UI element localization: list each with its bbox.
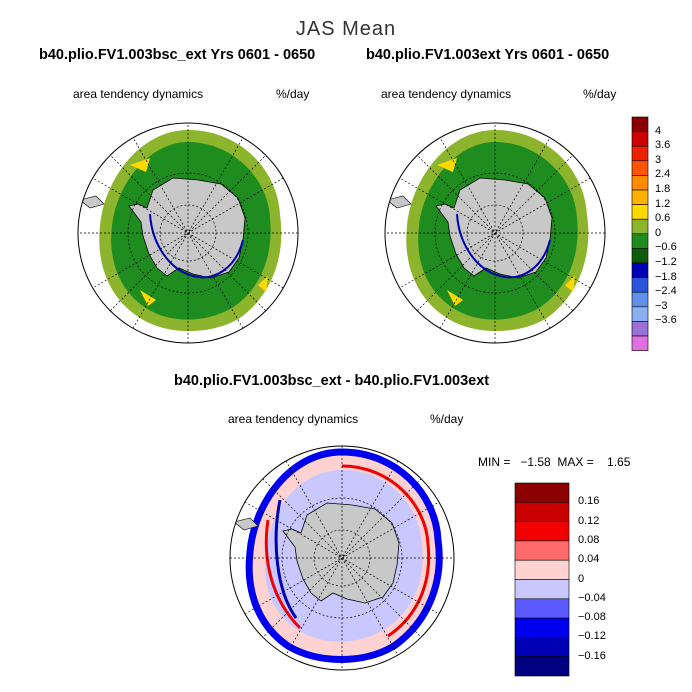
panel-title-right: b40.plio.FV1.003ext Yrs 0601 - 0650 [366, 47, 610, 63]
colorbar-diff-label-3: 0.04 [578, 553, 600, 566]
colorbar-diff-label-2: 0.08 [578, 533, 600, 546]
min-max-readout: MIN = −1.58 MAX = 1.65 [478, 455, 631, 469]
colorbar-diff-swatch-4 [514, 559, 570, 580]
subtitle-left: area tendency dynamics [73, 87, 204, 101]
colorbar-top-swatch-2 [631, 145, 649, 162]
colorbar-diff-swatch-0 [514, 482, 570, 503]
subtitle-right: area tendency dynamics [381, 87, 512, 101]
colorbar-top-swatch-14 [631, 321, 649, 337]
colorbar-diff-swatch-9 [514, 656, 570, 677]
colorbar-top-label-12: −3 [655, 299, 668, 312]
panel-title-left: b40.plio.FV1.003bsc_ext Yrs 0601 - 0650 [39, 47, 316, 63]
units-right: %/day [583, 87, 617, 101]
map-right [384, 122, 606, 344]
colorbar-top-label-0: 4 [655, 124, 662, 137]
colorbar-diff-swatch-1 [514, 501, 570, 522]
map-difference [229, 445, 455, 671]
colorbar-top-swatch-8 [631, 233, 649, 249]
colorbar-top-swatch-13 [631, 306, 649, 322]
colorbar-diff-swatch-5 [514, 579, 570, 600]
colorbar-diff-label-8: −0.16 [578, 649, 606, 662]
subtitle-diff: area tendency dynamics [228, 412, 359, 426]
colorbar-top-swatch-1 [631, 131, 649, 147]
colorbar-top-label-11: −2.4 [655, 285, 677, 298]
colorbar-diff-label-1: 0.12 [578, 514, 600, 527]
colorbar-top-label-9: −1.2 [655, 256, 677, 268]
panel-title-diff: b40.plio.FV1.003bsc_ext - b40.plio.FV1.0… [174, 373, 490, 389]
colorbar-diff-label-6: −0.08 [578, 611, 606, 624]
colorbar-top-label-1: 3.6 [655, 139, 671, 152]
colorbar-top-swatch-12 [631, 291, 649, 308]
colorbar-diff-swatch-2 [514, 521, 570, 542]
colorbar-top-label-4: 1.8 [655, 183, 671, 195]
colorbar-difference [514, 482, 570, 677]
map-left [77, 122, 299, 344]
colorbar-top-swatch-7 [631, 218, 649, 235]
colorbar-diff-swatch-3 [514, 540, 570, 561]
colorbar-top-label-13: −3.6 [655, 314, 677, 327]
colorbar-top-swatch-11 [631, 277, 649, 293]
colorbar-top-label-6: 0.6 [655, 212, 671, 225]
colorbar-diff-label-4: 0 [578, 572, 585, 585]
colorbar-diff-swatch-8 [514, 637, 570, 658]
colorbar-top-label-5: 1.2 [655, 197, 671, 210]
colorbar-top-swatch-6 [631, 204, 649, 220]
colorbar-diff-label-7: −0.12 [578, 630, 606, 643]
units-diff: %/day [430, 412, 464, 426]
colorbar-top [631, 116, 649, 351]
colorbar-top-label-7: 0 [655, 226, 662, 239]
colorbar-top-swatch-4 [631, 175, 649, 191]
colorbar-top-label-2: 3 [655, 153, 662, 166]
colorbar-top-swatch-0 [631, 116, 649, 132]
colorbar-top-swatch-15 [631, 335, 649, 351]
colorbar-top-label-8: −0.6 [655, 241, 677, 254]
colorbar-diff-swatch-6 [514, 598, 570, 619]
colorbar-top-swatch-9 [631, 248, 649, 264]
colorbar-diff-label-0: 0.16 [578, 495, 600, 508]
colorbar-diff-label-5: −0.04 [578, 591, 606, 604]
units-left: %/day [276, 87, 310, 101]
colorbar-top-swatch-10 [631, 262, 649, 278]
colorbar-top-swatch-5 [631, 189, 649, 205]
colorbar-top-swatch-3 [631, 160, 649, 176]
colorbar-top-label-10: −1.8 [655, 270, 677, 283]
colorbar-top-label-3: 2.4 [655, 168, 671, 181]
main-title: JAS Mean [295, 18, 397, 40]
colorbar-diff-swatch-7 [514, 617, 570, 638]
